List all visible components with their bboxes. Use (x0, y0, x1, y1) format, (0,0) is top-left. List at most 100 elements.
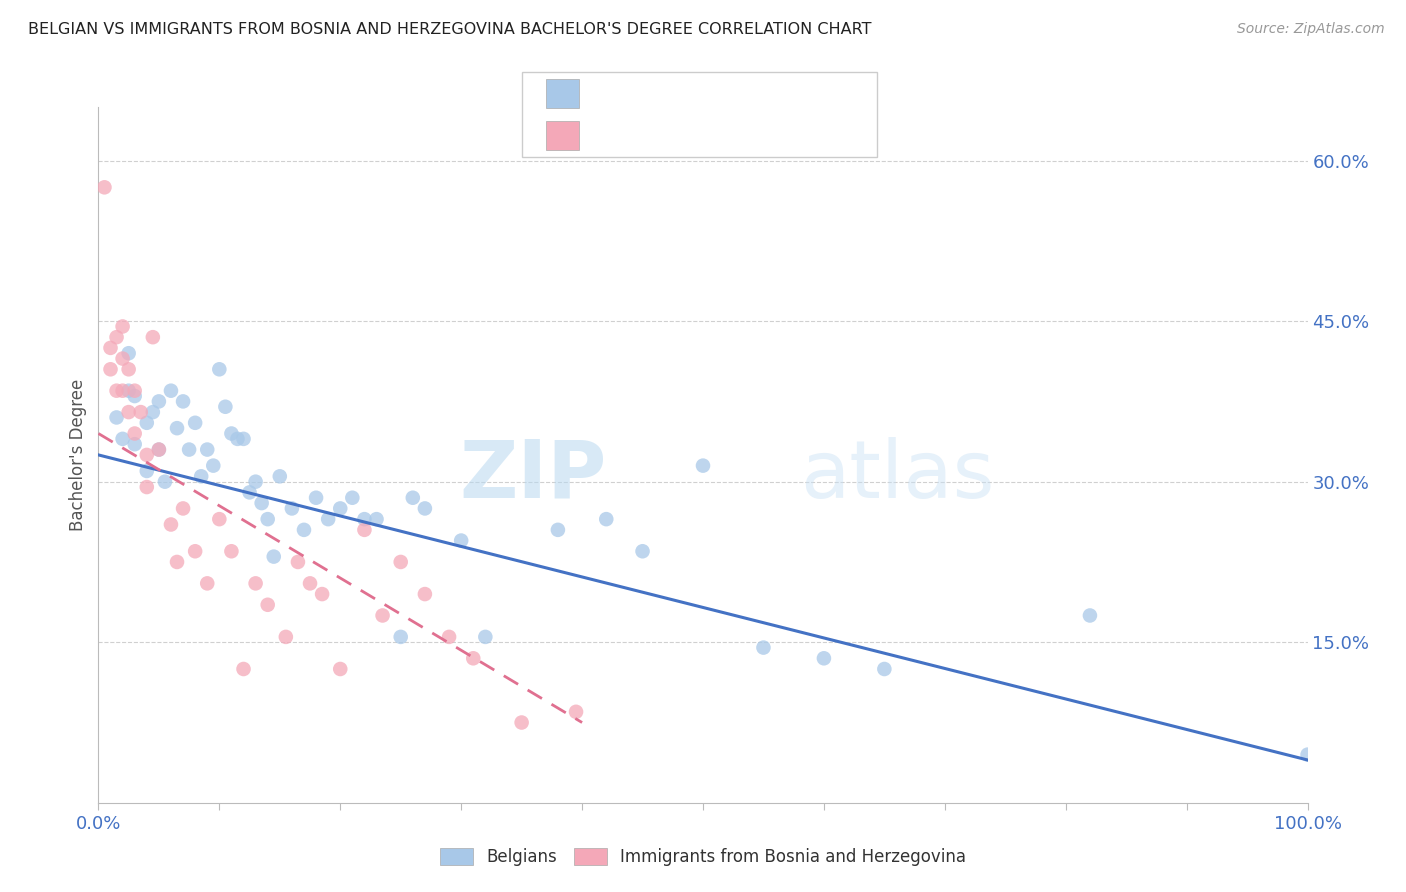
Point (105, 330, 128, 344)
Point (281, 501, 304, 516)
Point (118, 346, 141, 360)
Legend: Belgians, Immigrants from Bosnia and Herzegovina: Belgians, Immigrants from Bosnia and Her… (432, 839, 974, 874)
Point (184, 544, 207, 558)
Point (226, 432, 249, 446)
Point (329, 501, 352, 516)
Point (195, 442, 218, 457)
Point (148, 442, 170, 457)
Text: BELGIAN VS IMMIGRANTS FROM BOSNIA AND HERZEGOVINA BACHELOR'S DEGREE CORRELATION : BELGIAN VS IMMIGRANTS FROM BOSNIA AND HE… (28, 22, 872, 37)
Point (111, 384, 134, 398)
Point (93, 180, 115, 194)
Point (153, 475, 176, 489)
Point (239, 485, 262, 500)
Point (190, 469, 212, 483)
Point (565, 705, 588, 719)
Text: R = -0.505   N = 53: R = -0.505 N = 53 (586, 85, 763, 103)
Point (256, 512, 278, 526)
Point (118, 405, 141, 419)
Point (184, 416, 207, 430)
Point (148, 442, 170, 457)
Point (256, 598, 278, 612)
Point (263, 549, 285, 564)
Point (692, 458, 714, 473)
Point (160, 517, 183, 532)
Point (221, 544, 243, 558)
Point (413, 587, 436, 601)
Point (413, 501, 436, 516)
Point (160, 384, 183, 398)
Point (111, 432, 134, 446)
Point (105, 384, 128, 398)
Point (329, 662, 352, 676)
Point (142, 330, 165, 344)
Point (135, 416, 157, 430)
Point (105, 410, 128, 425)
Point (100, 362, 122, 376)
Point (353, 512, 375, 526)
Point (873, 662, 896, 676)
Point (250, 496, 273, 510)
Point (172, 394, 194, 409)
Point (298, 576, 321, 591)
Point (595, 512, 617, 526)
Point (124, 384, 146, 398)
Point (389, 630, 412, 644)
Point (118, 362, 141, 376)
Point (366, 512, 388, 526)
Point (316, 512, 339, 526)
Point (208, 512, 231, 526)
Point (232, 432, 254, 446)
Point (547, 523, 569, 537)
Point (631, 544, 654, 558)
Text: atlas: atlas (800, 437, 994, 515)
Point (389, 555, 412, 569)
Point (474, 630, 496, 644)
Point (305, 491, 328, 505)
Point (172, 501, 194, 516)
Point (752, 640, 775, 655)
Point (274, 630, 297, 644)
Point (402, 491, 425, 505)
Point (221, 426, 243, 441)
Point (1078, 608, 1101, 623)
Point (245, 475, 267, 489)
Text: R = -0.524   N = 40: R = -0.524 N = 40 (586, 127, 763, 145)
Point (813, 651, 835, 665)
Point (202, 458, 225, 473)
Point (463, 651, 485, 665)
Point (129, 405, 152, 419)
Point (371, 608, 394, 623)
Y-axis label: Bachelor's Degree: Bachelor's Degree (69, 379, 87, 531)
Point (437, 630, 460, 644)
Point (166, 421, 188, 435)
Point (311, 587, 333, 601)
Point (135, 448, 157, 462)
Point (510, 715, 533, 730)
Point (245, 576, 267, 591)
Point (353, 523, 375, 537)
Point (269, 469, 291, 483)
Point (287, 555, 309, 569)
Point (135, 464, 157, 478)
Point (135, 480, 157, 494)
Point (111, 351, 134, 366)
Point (124, 389, 146, 403)
Point (1296, 747, 1319, 762)
Point (124, 437, 146, 451)
Point (450, 533, 472, 548)
Point (166, 555, 188, 569)
Point (148, 394, 170, 409)
Point (214, 400, 236, 414)
Point (142, 405, 165, 419)
Point (100, 341, 122, 355)
Point (342, 491, 364, 505)
Point (111, 319, 134, 334)
Text: Source: ZipAtlas.com: Source: ZipAtlas.com (1237, 22, 1385, 37)
Point (292, 523, 315, 537)
Point (208, 362, 231, 376)
Point (124, 426, 146, 441)
Point (232, 662, 254, 676)
Point (195, 576, 218, 591)
Text: ZIP: ZIP (458, 437, 606, 515)
Point (177, 442, 201, 457)
